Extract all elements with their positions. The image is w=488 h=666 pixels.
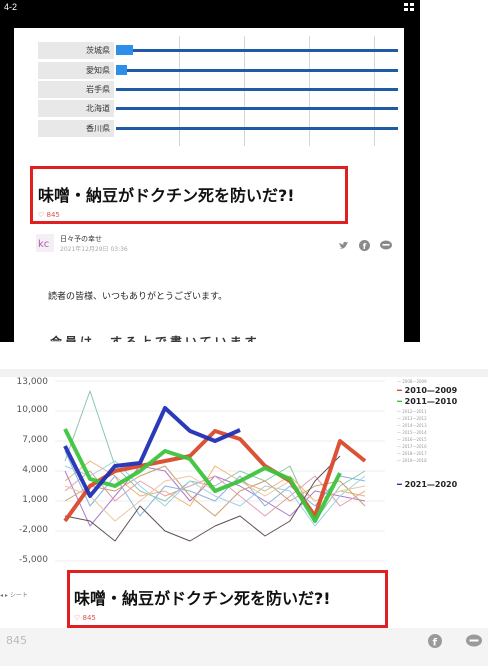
facebook-icon[interactable]: f — [359, 236, 370, 251]
like-count: 845 — [46, 211, 60, 219]
facebook-icon[interactable]: f — [428, 633, 442, 652]
heart-icon: ♡ — [38, 211, 45, 219]
legend-item: — 2015—2014 — [397, 430, 427, 435]
row-line — [116, 49, 398, 52]
legend-item: — 2016—2015 — [397, 437, 427, 442]
row-label: 岩手県 — [38, 81, 114, 98]
title-highlight-frame — [30, 166, 348, 224]
row-bar — [116, 65, 127, 75]
sheet-nav-icon[interactable]: ◂ ▸ — [0, 592, 8, 599]
legend-item: — 2013—2012 — [397, 416, 427, 421]
like-count: 845 — [82, 614, 96, 622]
row-label: 愛知県 — [38, 62, 114, 79]
prefecture-bar-chart: 茨城県 愛知県 岩手県 北海道 香川県 — [14, 36, 404, 146]
article-title[interactable]: 味噌・納豆がドクチン死を防いだ?! — [38, 186, 295, 205]
sheet-tab-label[interactable]: シート — [9, 592, 28, 599]
svg-text:f: f — [433, 638, 438, 649]
y-tick-label: -2,000 — [18, 525, 48, 535]
legend-item: — 2017—2016 — [397, 444, 427, 449]
row-label: 香川県 — [38, 120, 114, 137]
row-line — [116, 107, 398, 110]
author-avatar[interactable]: kc — [36, 234, 54, 252]
series-line — [64, 465, 366, 517]
sheet-tab-strip[interactable]: ◂ ▸ シート — [0, 590, 70, 602]
y-tick-label: 7,000 — [22, 435, 48, 445]
series-line — [64, 450, 366, 517]
line-share-icon[interactable] — [380, 236, 392, 250]
legend-item: ━ 2011—2010 — [397, 397, 458, 406]
legend-item: — 2014—2013 — [397, 423, 427, 428]
series-line — [63, 429, 367, 523]
y-tick-label: 1,000 — [22, 495, 48, 505]
like-counter[interactable]: ♡ 845 — [74, 614, 96, 622]
legend-item: — 2019—2018 — [397, 458, 427, 463]
like-counter[interactable]: ♡ 845 — [38, 211, 60, 219]
title-highlight-frame — [67, 570, 388, 628]
series-line — [64, 460, 366, 527]
panel-label: 4-2 — [4, 2, 18, 12]
chart-legend: — 2008—2009 ━ 2010—2009 ━ 2011—2010 — 20… — [0, 369, 488, 499]
row-label: 茨城県 — [38, 42, 114, 59]
heart-icon: ♡ — [74, 614, 81, 622]
footer-like-count: 845 — [6, 634, 27, 647]
article-body-text: 読者の皆様、いつもありがとうございます。 — [48, 292, 228, 302]
legend-item: ━ 2010—2009 — [397, 386, 458, 395]
series-line — [63, 406, 241, 498]
legend-item: — 2012—2011 — [397, 409, 427, 414]
twitter-icon[interactable] — [338, 236, 349, 249]
panel-top-strip — [0, 369, 488, 377]
article-cut-heading: 会員は、する上で書いています — [50, 335, 260, 342]
row-line — [116, 88, 398, 91]
series-line — [63, 428, 342, 523]
row-line — [116, 69, 398, 72]
series-line — [64, 470, 366, 517]
article-card: 茨城県 愛知県 岩手県 北海道 香川県 味噌・納豆がドクチン死を防いだ?! ♡ … — [14, 28, 404, 342]
legend-item: — 2018—2017 — [397, 451, 427, 456]
row-label: 北海道 — [38, 100, 114, 117]
legend-item: ━ 2021—2020 — [397, 480, 458, 489]
bottom-screenshot-panel: 13,000 10,000 7,000 4,000 1,000 -2,000 -… — [0, 369, 488, 666]
series-line — [64, 455, 341, 542]
svg-text:kc: kc — [38, 239, 49, 250]
legend-item: — 2008—2009 — [397, 379, 427, 384]
article-title[interactable]: 味噌・納豆がドクチン死を防いだ?! — [74, 589, 331, 608]
post-date: 2021年12月29日 03:36 — [60, 246, 128, 253]
line-share-icon[interactable] — [466, 633, 482, 652]
svg-text:f: f — [363, 242, 367, 251]
author-name[interactable]: 日々予の幸せ — [60, 235, 102, 243]
line-chart — [55, 380, 385, 562]
y-tick-label: 10,000 — [16, 405, 49, 415]
y-tick-label: 13,000 — [16, 377, 49, 387]
y-tick-label: 4,000 — [22, 465, 48, 475]
row-bar — [116, 45, 133, 55]
grid-menu-icon[interactable] — [404, 3, 416, 13]
footer-bar: 845 f — [0, 628, 488, 666]
row-line — [116, 127, 398, 130]
y-tick-label: -5,000 — [18, 555, 48, 565]
top-screenshot-panel: 4-2 茨城県 愛知県 岩手県 北海道 香川県 味噌・納豆がドクチン死を防いだ?… — [0, 0, 420, 342]
